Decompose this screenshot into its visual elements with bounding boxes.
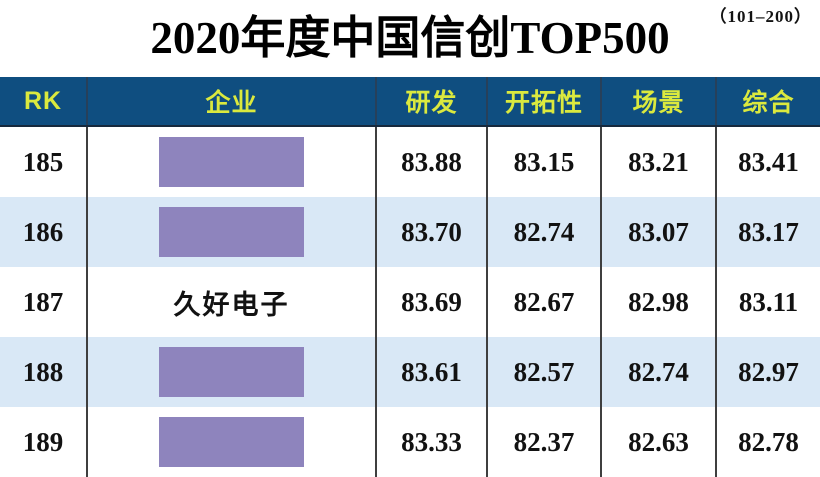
redaction-box — [159, 347, 304, 397]
redaction-box — [159, 417, 304, 467]
pioneering-score-cell: 82.74 — [488, 197, 602, 267]
rank-cell: 185 — [0, 127, 88, 197]
overall-score-cell: 83.41 — [738, 146, 799, 177]
pioneering-score-cell: 82.37 — [488, 407, 602, 477]
redaction-box — [159, 137, 304, 187]
pioneering-score-cell: 83.15 — [488, 127, 602, 197]
pioneering-score-cell: 82.57 — [488, 337, 602, 407]
rnd-score-cell: 83.70 — [377, 197, 488, 267]
scene-score-cell: 83.21 — [602, 127, 717, 197]
column-header-pioneering: 开拓性 — [488, 77, 602, 125]
scene-score-cell: 82.98 — [602, 267, 717, 337]
overall-score-cell: 82.97 — [738, 356, 799, 387]
company-cell — [88, 407, 377, 477]
rank-cell: 186 — [0, 197, 88, 267]
rank-cell: 189 — [0, 407, 88, 477]
column-header-rnd: 研发 — [377, 77, 488, 125]
company-cell: 久好电子 — [88, 267, 377, 337]
company-cell — [88, 337, 377, 407]
rank-cell: 187 — [0, 267, 88, 337]
column-header-company: 企业 — [88, 77, 377, 125]
page-title: 2020年度中国信创TOP500 — [150, 13, 670, 63]
overall-score-cell: 83.11 — [738, 286, 799, 317]
title-area: （101–200） 2020年度中国信创TOP500 — [0, 0, 820, 77]
company-cell — [88, 127, 377, 197]
rank-cell: 188 — [0, 337, 88, 407]
column-header-scene: 场景 — [602, 77, 717, 125]
company-cell — [88, 197, 377, 267]
table-row: 186 83.70 82.74 83.07 83.17 — [0, 197, 820, 267]
rnd-score-cell: 83.69 — [377, 267, 488, 337]
rnd-score-cell: 83.61 — [377, 337, 488, 407]
scene-score-cell: 82.74 — [602, 337, 717, 407]
table-row: 189 83.33 82.37 82.63 82.78 — [0, 407, 820, 477]
column-header-rk: RK — [0, 77, 88, 125]
scene-score-cell: 83.07 — [602, 197, 717, 267]
column-header-overall: 综合 — [742, 89, 795, 117]
rnd-score-cell: 83.88 — [377, 127, 488, 197]
overall-score-cell: 83.17 — [738, 216, 799, 247]
pioneering-score-cell: 82.67 — [488, 267, 602, 337]
range-badge: （101–200） — [709, 7, 812, 26]
table-row: 185 83.88 83.15 83.21 83.41 — [0, 127, 820, 197]
ranking-table: RK 企业 研发 开拓性 场景 综合 185 83.88 83.15 83.21… — [0, 77, 820, 477]
overall-score-cell: 82.78 — [738, 426, 799, 457]
table-row: 187 久好电子 83.69 82.67 82.98 83.11 — [0, 267, 820, 337]
table-header-row: RK 企业 研发 开拓性 场景 综合 — [0, 77, 820, 127]
table-row: 188 83.61 82.57 82.74 82.97 — [0, 337, 820, 407]
rnd-score-cell: 83.33 — [377, 407, 488, 477]
scene-score-cell: 82.63 — [602, 407, 717, 477]
redaction-box — [159, 207, 304, 257]
